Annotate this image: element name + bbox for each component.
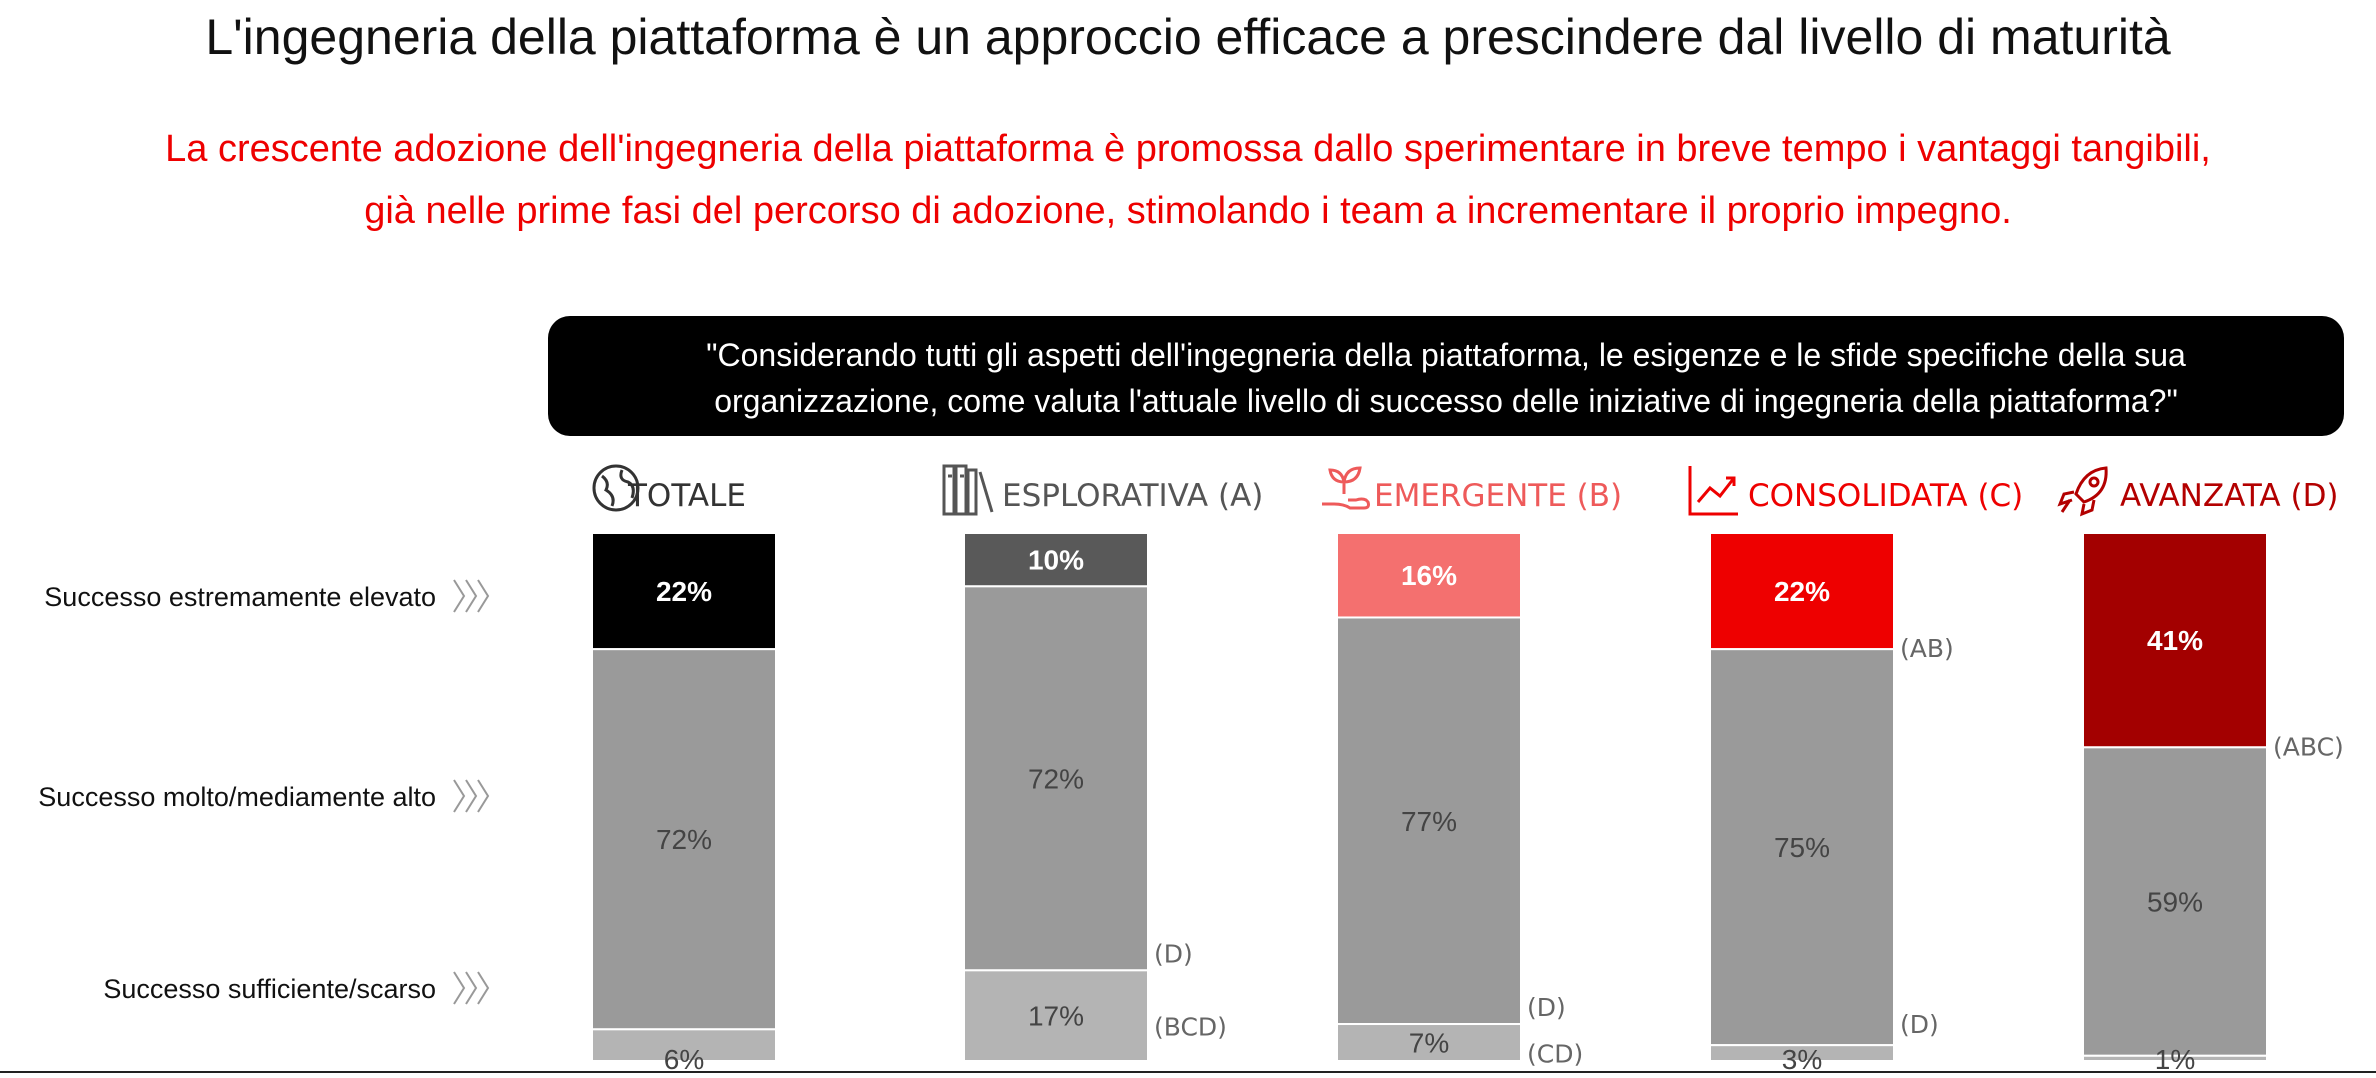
globe-icon: [592, 464, 640, 512]
chevrons-icon: [453, 971, 490, 1005]
significance-label: (D): [1900, 1010, 1939, 1039]
data-label: 72%: [656, 824, 712, 855]
bar-segment: [1336, 1023, 1522, 1063]
subtitle-line: già nelle prime fasi del percorso di ado…: [364, 190, 2012, 232]
data-label: 22%: [1774, 576, 1830, 607]
data-label: 72%: [1028, 763, 1084, 794]
page-title: L'ingegneria della piattaforma è un appr…: [205, 9, 2171, 65]
data-label: 3%: [1782, 1044, 1822, 1075]
bar-segment: [591, 1028, 777, 1062]
chart-baseline: [0, 1071, 2376, 1073]
data-label: 7%: [1409, 1028, 1449, 1059]
bar-segment: [2082, 532, 2268, 749]
rocket-icon: [2057, 466, 2108, 517]
bar-segment: [591, 648, 777, 1031]
trend-chart-icon: [1688, 466, 1738, 516]
row-label: Successo molto/mediamente alto: [38, 782, 436, 812]
bar-segment: [2082, 746, 2268, 1057]
category-label: AVANZATA (D): [2120, 478, 2339, 514]
row-label: Successo sufficiente/scarso: [103, 974, 436, 1004]
bar-segment: [1336, 532, 1522, 619]
category-label: TOTALE: [627, 478, 746, 514]
bar-segment: [1709, 1044, 1895, 1063]
bar-segment: [1336, 616, 1522, 1026]
row-label: Successo estremamente elevato: [44, 582, 436, 612]
category-label: ESPLORATIVA (A): [1002, 478, 1263, 514]
significance-label: (CD): [1527, 1040, 1583, 1069]
data-label: 59%: [2147, 887, 2203, 918]
data-label: 16%: [1401, 560, 1457, 591]
bar-segment: [963, 969, 1149, 1062]
data-label: 17%: [1028, 1001, 1084, 1032]
data-label: 75%: [1774, 832, 1830, 863]
category-label: CONSOLIDATA (C): [1748, 478, 2023, 514]
question-line: organizzazione, come valuta l'attuale li…: [714, 383, 2178, 419]
survey-question-box: "Considerando tutti gli aspetti dell'ing…: [548, 316, 2344, 436]
data-label: 41%: [2147, 625, 2203, 656]
data-label: 77%: [1401, 806, 1457, 837]
bar-segment: [1709, 648, 1895, 1047]
category-label: EMERGENTE (B): [1374, 478, 1622, 514]
question-line: "Considerando tutti gli aspetti dell'ing…: [706, 337, 2186, 373]
bar-segment: [2082, 1054, 2268, 1062]
significance-label: (AB): [1900, 634, 1954, 663]
data-label: 10%: [1028, 545, 1084, 576]
significance-label: (D): [1527, 993, 1566, 1022]
books-icon: [942, 464, 994, 516]
significance-label: (ABC): [2273, 732, 2344, 761]
subtitle-line: La crescente adozione dell'ingegneria de…: [165, 128, 2211, 170]
chevrons-icon: [453, 579, 490, 613]
data-label: 1%: [2155, 1044, 2195, 1075]
bar-segment: [963, 532, 1149, 588]
sprout-hand-icon: [1322, 466, 1370, 510]
data-label: 6%: [664, 1044, 704, 1075]
significance-label: (D): [1154, 939, 1193, 968]
page-subtitle: La crescente adozione dell'ingegneria de…: [40, 118, 2336, 242]
bar-segment: [591, 532, 777, 651]
chevrons-icon: [453, 779, 490, 813]
data-label: 22%: [656, 576, 712, 607]
significance-label: (BCD): [1154, 1013, 1227, 1042]
bar-segment: [963, 585, 1149, 972]
